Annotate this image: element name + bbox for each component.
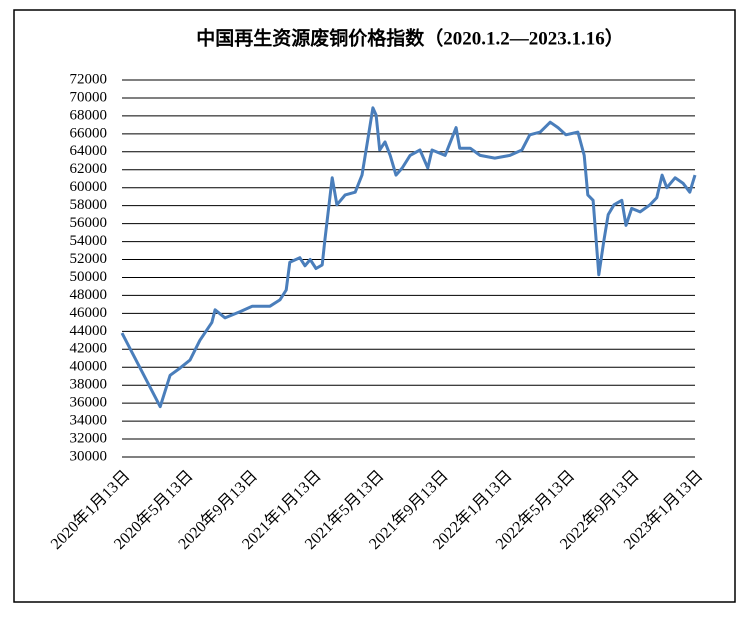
- y-tick-label: 30000: [70, 448, 108, 464]
- y-tick-label: 48000: [70, 287, 108, 303]
- y-tick-label: 72000: [70, 71, 108, 87]
- y-tick-label: 70000: [70, 89, 108, 105]
- y-tick-label: 42000: [70, 341, 108, 357]
- y-tick-label: 66000: [70, 125, 108, 141]
- y-tick-label: 60000: [70, 179, 108, 195]
- y-tick-label: 34000: [70, 413, 108, 429]
- y-tick-label: 44000: [70, 323, 108, 339]
- y-tick-label: 64000: [70, 143, 108, 159]
- y-tick-label: 54000: [70, 233, 108, 249]
- y-tick-label: 50000: [70, 269, 108, 285]
- chart-title: 中国再生资源废铜价格指数（2020.1.2—2023.1.16）: [196, 26, 624, 49]
- y-tick-label: 68000: [70, 107, 108, 123]
- y-tick-label: 58000: [70, 197, 108, 213]
- y-tick-label: 40000: [70, 359, 108, 375]
- chart-border: [13, 9, 736, 603]
- y-tick-label: 38000: [70, 377, 108, 393]
- y-tick-label: 46000: [70, 305, 108, 321]
- y-tick-label: 32000: [70, 430, 108, 446]
- y-tick-label: 52000: [70, 251, 108, 267]
- y-tick-label: 56000: [70, 215, 108, 231]
- y-tick-label: 36000: [70, 395, 108, 411]
- y-tick-label: 62000: [70, 161, 108, 177]
- data-line: [120, 106, 697, 409]
